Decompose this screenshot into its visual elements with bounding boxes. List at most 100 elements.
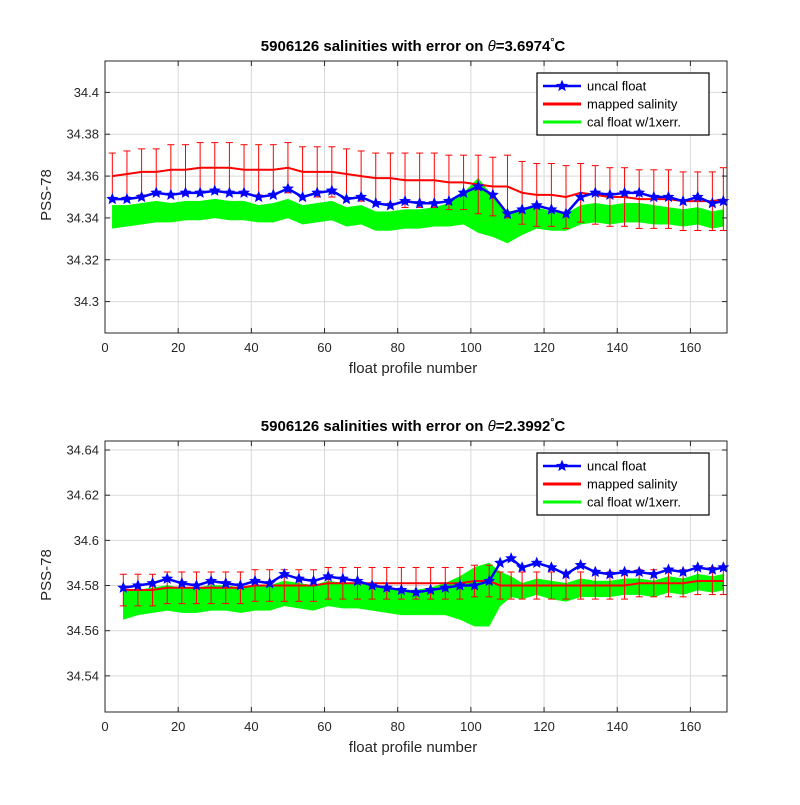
bottom-y-tick-label: 34.64 — [66, 443, 99, 458]
bottom-uncal-float-point — [161, 572, 174, 584]
top-chart: 0 20 40 60 80 100 120 140 160 34.3 34.32 34.34 34.36… — [38, 37, 730, 377]
bottom-legend-entry: mapped salinity — [543, 477, 678, 492]
bottom-x-tick-label: 0 — [101, 719, 108, 734]
top-x-tick-label: 120 — [533, 340, 555, 355]
top-uncal-float-point — [164, 188, 177, 200]
top-uncal-float-point — [530, 199, 543, 211]
top-uncal-float-point — [647, 190, 660, 203]
bottom-uncal-float-point — [574, 558, 587, 571]
top-y-tick-label: 34.32 — [66, 252, 99, 267]
top-y-tick-label: 34.4 — [74, 85, 99, 100]
top-uncal-float-point — [589, 186, 602, 198]
top-x-tick-label: 20 — [171, 340, 185, 355]
top-uncal-float-point — [369, 197, 382, 209]
top-uncal-float-point — [399, 194, 411, 207]
top-uncal-float-point — [106, 192, 119, 205]
bottom-legend: uncal float mapped salinity cal float w/1x… — [536, 452, 710, 516]
top-uncal-float-point — [516, 203, 529, 215]
bottom-uncal-float-point — [560, 567, 572, 580]
top-uncal-float-point — [486, 188, 499, 200]
bottom-uncal-float-point — [706, 563, 719, 575]
bottom-uncal-float-point — [677, 565, 690, 578]
top-axes-box — [104, 60, 728, 334]
bottom-y-tick-label: 34.62 — [66, 488, 99, 503]
bottom-uncal-float-point — [351, 574, 364, 587]
bottom-uncal-float-point — [117, 581, 130, 593]
top-x-tick-label: 100 — [460, 340, 482, 355]
bottom-uncal-float-point — [336, 572, 349, 584]
bottom-axes-box — [104, 440, 728, 713]
top-plot-area: 0 20 40 60 80 100 120 140 160 34.3 34.32 34.34 34.36… — [66, 60, 730, 355]
bottom-uncal-float-point — [424, 583, 437, 596]
bottom-uncal-float-point — [439, 581, 452, 593]
bottom-uncal-float-point — [249, 574, 261, 587]
top-x-tick-label: 0 — [101, 340, 108, 355]
bottom-chart: 0 20 40 60 80 100 120 140 160 34.54 34.56 34.58 34.6… — [38, 417, 730, 756]
bottom-uncal-float-point — [307, 574, 320, 587]
bottom-uncal-float-point — [219, 576, 232, 589]
top-legend-label: mapped salinity — [587, 97, 678, 112]
bottom-legend-star-icon — [556, 459, 568, 472]
top-uncal-float-point — [603, 188, 616, 200]
top-uncal-float-point — [574, 190, 587, 203]
bottom-uncal-float-point — [691, 561, 704, 573]
bottom-uncal-float-point — [263, 576, 276, 589]
bottom-uncal-float-point — [322, 570, 335, 582]
bottom-uncal-float-point — [516, 561, 529, 573]
bottom-x-tick-label: 140 — [606, 719, 628, 734]
bottom-uncal-float-point — [483, 574, 496, 587]
top-y-tick-label: 34.36 — [66, 169, 99, 184]
top-uncal-float-point — [560, 207, 572, 219]
bottom-legend-entry: uncal float — [543, 459, 647, 474]
top-uncal-float-point — [150, 186, 163, 198]
top-uncal-float-point — [662, 190, 675, 203]
bottom-uncal-float-point — [292, 572, 305, 584]
bottom-y-tick-label: 34.6 — [74, 533, 99, 548]
top-legend-entry: mapped salinity — [543, 97, 678, 112]
bottom-uncal-float-point — [395, 583, 408, 596]
top-uncal-float-point — [194, 186, 207, 198]
top-uncal-float-point — [413, 197, 426, 209]
top-chart-xlabel: float profile number — [349, 360, 477, 377]
bottom-uncal-float-point — [468, 579, 481, 591]
bottom-legend-label: uncal float — [587, 459, 647, 474]
top-uncal-float-point — [457, 186, 470, 198]
top-legend-star-icon — [556, 79, 568, 92]
bottom-uncal-float-point — [662, 563, 675, 575]
bottom-uncal-float-point — [175, 576, 188, 589]
top-legend-entry: cal float w/1xerr. — [543, 115, 681, 130]
top-y-tick-label: 34.3 — [74, 294, 99, 309]
bottom-uncal-float-point — [589, 565, 602, 578]
top-uncal-float-point — [120, 192, 133, 205]
top-uncal-float-point — [223, 186, 236, 198]
top-y-tick-label: 34.34 — [66, 210, 99, 225]
bottom-x-tick-label: 80 — [390, 719, 404, 734]
top-uncal-float-point — [677, 194, 690, 207]
top-uncal-float-point — [384, 199, 397, 211]
top-uncal-float-point — [325, 184, 338, 196]
top-uncal-float-point — [135, 190, 148, 203]
bottom-uncal-float-point — [647, 567, 660, 580]
top-x-tick-label: 80 — [390, 340, 404, 355]
top-x-tick-label: 160 — [680, 340, 702, 355]
bottom-uncal-float-point — [131, 579, 144, 591]
top-uncal-float-point — [355, 190, 368, 203]
bottom-legend-label: mapped salinity — [587, 477, 678, 492]
bottom-plot-area: 0 20 40 60 80 100 120 140 160 34.54 34.56 34.58 34.6… — [66, 440, 730, 734]
top-uncal-float-point — [296, 190, 309, 203]
top-uncal-float-point — [472, 180, 485, 192]
top-uncal-float-point — [179, 186, 192, 198]
bottom-legend-entry: cal float w/1xerr. — [543, 495, 681, 510]
top-uncal-float-point — [545, 203, 558, 215]
bottom-chart-xlabel: float profile number — [349, 739, 477, 756]
bottom-uncal-float-point — [205, 574, 218, 587]
bottom-y-tick-label: 34.54 — [66, 668, 99, 683]
bottom-uncal-float-point — [234, 579, 247, 591]
bottom-uncal-float-point — [505, 552, 518, 564]
top-uncal-float-point — [311, 186, 324, 198]
bottom-x-tick-label: 160 — [680, 719, 702, 734]
bottom-uncal-float-point — [494, 556, 507, 569]
top-uncal-float-point — [281, 182, 294, 194]
top-y-tick-label: 34.38 — [66, 127, 99, 142]
bottom-x-tick-label: 60 — [317, 719, 331, 734]
